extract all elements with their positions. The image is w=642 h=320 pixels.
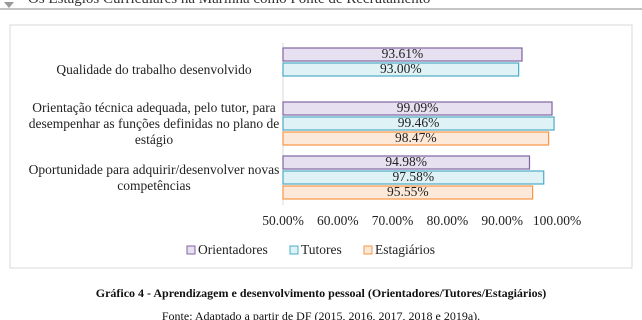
x-tick-label: 60.00%	[317, 213, 359, 228]
y-tick-label: Oportunidade para adquirir/desenvolver n…	[28, 162, 280, 193]
x-tick-label: 70.00%	[372, 213, 414, 228]
value-label: 93.00%	[380, 61, 422, 76]
bar	[282, 47, 523, 62]
value-label: 93.61%	[382, 46, 424, 61]
legend-swatch	[289, 245, 299, 255]
x-tick-label: 50.00%	[262, 213, 304, 228]
value-label: 97.58%	[393, 169, 435, 184]
bar	[282, 131, 550, 146]
legend-swatch	[186, 245, 196, 255]
x-tick-label: 100.00%	[533, 213, 581, 228]
bar	[282, 101, 553, 116]
x-tick-label: 80.00%	[427, 213, 469, 228]
value-label: 95.55%	[387, 184, 429, 199]
bar	[282, 155, 531, 170]
legend-label: Estagiários	[375, 242, 435, 257]
figure-source: Fonte: Adaptado a partir de DF (2015, 20…	[161, 309, 481, 320]
value-label: 98.47%	[395, 130, 437, 145]
legend-swatch	[363, 245, 373, 255]
figure-caption: Gráfico 4 - Aprendizagem e desenvolvimen…	[95, 286, 547, 300]
y-tick-label: Orientação técnica adequada, pelo tutor,…	[28, 100, 280, 147]
header-icon	[4, 2, 14, 8]
legend-label: Tutores	[301, 242, 342, 257]
bar	[282, 170, 545, 185]
y-tick-label: Qualidade do trabalho desenvolvido	[56, 62, 252, 77]
legend-label: Orientadores	[198, 242, 268, 257]
value-label: 99.46%	[398, 115, 440, 130]
value-label: 94.98%	[385, 154, 427, 169]
bar	[282, 116, 555, 131]
bar	[282, 185, 534, 200]
header-title: Os Estágios Curriculares na Marinha como…	[28, 0, 430, 8]
value-label: 99.09%	[397, 100, 439, 115]
x-tick-label: 90.00%	[481, 213, 523, 228]
bar	[282, 62, 520, 77]
